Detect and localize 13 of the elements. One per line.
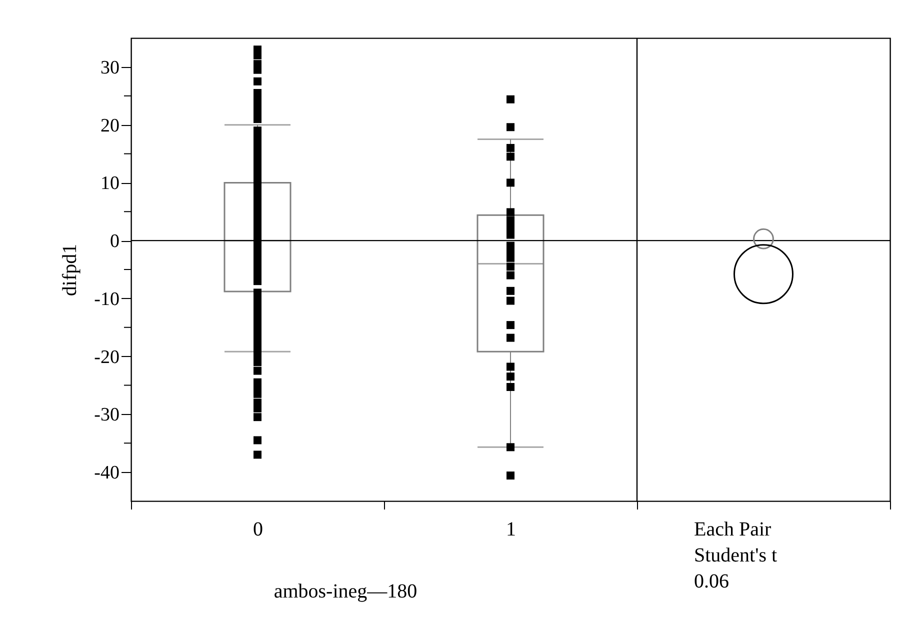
y-tick-label: 20 bbox=[100, 115, 120, 136]
x-tick-label: 0 bbox=[253, 518, 263, 540]
y-tick-label: 30 bbox=[100, 57, 120, 78]
y-tick-label: -30 bbox=[94, 404, 120, 426]
y-tick-label: -40 bbox=[94, 462, 120, 484]
y-tick-label: -20 bbox=[94, 346, 120, 368]
y-tick-label: -10 bbox=[94, 288, 120, 310]
x-axis-title: ambos-ineg—180 bbox=[274, 580, 418, 602]
x-tick-label: 1 bbox=[506, 518, 516, 540]
y-axis-title: difpd1 bbox=[59, 244, 82, 296]
x-tick-label: Each Pair Student's t 0.06 bbox=[694, 518, 778, 592]
y-tick-label: 10 bbox=[100, 173, 120, 194]
y-tick-label: 0 bbox=[110, 231, 120, 252]
